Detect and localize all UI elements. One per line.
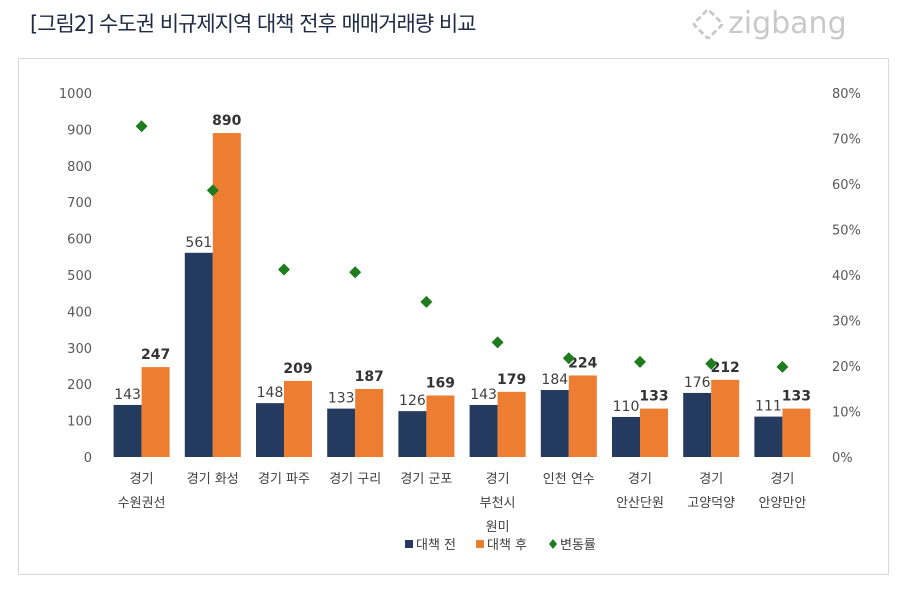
x-category-label: 경기	[486, 472, 510, 487]
bar-after	[212, 133, 241, 458]
y2-tick-label: 80%	[832, 87, 861, 102]
change-rate-marker	[634, 355, 646, 368]
legend-label-before: 대책 전	[416, 538, 456, 553]
bar-before	[754, 416, 783, 457]
x-category-label: 경기	[699, 472, 723, 487]
y-tick-label: 1000	[59, 87, 92, 102]
data-label-after: 133	[782, 389, 811, 405]
x-category-label: 경기 군포	[400, 472, 452, 487]
data-label-before: 143	[114, 387, 141, 403]
data-label-before: 133	[328, 391, 355, 407]
legend-marker-change	[549, 539, 557, 549]
bar-before	[540, 390, 569, 457]
data-label-after: 179	[497, 372, 526, 388]
data-label-before: 111	[755, 399, 782, 415]
x-category-label: 경기	[130, 472, 154, 487]
data-label-before: 561	[185, 235, 212, 251]
x-category-label: 안산단원	[616, 496, 664, 511]
data-label-before: 143	[470, 387, 497, 403]
data-label-after: 169	[426, 375, 455, 391]
data-label-before: 110	[613, 399, 640, 415]
x-category-label: 수원권선	[118, 496, 166, 511]
y-tick-label: 200	[67, 378, 92, 393]
legend-label-change: 변동률	[560, 538, 596, 553]
y-tick-label: 0	[84, 451, 92, 466]
data-label-after: 212	[711, 360, 740, 376]
legend-swatch-after	[476, 540, 484, 548]
data-label-before: 184	[541, 372, 568, 388]
y-tick-label: 700	[67, 196, 92, 211]
data-label-after: 133	[639, 389, 668, 405]
bar-before	[113, 404, 142, 457]
y-tick-label: 400	[67, 305, 92, 320]
y2-tick-label: 70%	[832, 133, 861, 148]
bar-after	[355, 388, 384, 457]
change-rate-marker	[491, 336, 504, 349]
chart-frame	[18, 58, 889, 575]
x-category-label: 경기 구리	[329, 472, 381, 487]
x-category-label: 경기	[770, 472, 794, 487]
bar-after	[711, 379, 740, 457]
change-rate-marker	[135, 120, 148, 133]
y-tick-label: 300	[67, 342, 92, 357]
logo-text: zigbang	[728, 6, 847, 41]
x-category-label: 인천 연수	[543, 472, 595, 487]
change-rate-marker	[776, 360, 789, 373]
y2-tick-label: 60%	[832, 178, 861, 193]
change-rate-marker	[420, 295, 433, 308]
y2-tick-label: 50%	[832, 224, 861, 239]
bar-after	[568, 375, 597, 457]
bar-before	[398, 411, 427, 457]
y2-tick-label: 20%	[832, 360, 861, 375]
y2-tick-label: 0%	[832, 451, 853, 466]
data-label-before: 148	[257, 385, 284, 401]
bar-before	[469, 404, 498, 457]
bar-after	[284, 380, 312, 457]
bar-after	[426, 395, 455, 457]
bar-before	[612, 416, 640, 457]
data-label-after: 224	[568, 355, 597, 371]
change-rate-marker	[349, 266, 362, 279]
y-tick-label: 800	[67, 160, 92, 175]
change-rate-marker	[278, 263, 290, 276]
data-label-after: 247	[141, 347, 170, 363]
bar-after	[141, 367, 170, 457]
y-tick-label: 600	[67, 233, 92, 248]
bar-before	[327, 408, 356, 457]
y-tick-label: 100	[67, 415, 92, 430]
bar-after	[640, 408, 668, 457]
bar-before	[256, 403, 284, 457]
x-category-label: 부천시	[480, 496, 516, 511]
x-category-label: 경기 화성	[187, 472, 239, 487]
legend-swatch-before	[405, 540, 413, 548]
data-label-after: 209	[283, 361, 312, 377]
bar-after	[782, 408, 811, 457]
data-label-after: 187	[355, 369, 384, 385]
data-label-before: 126	[399, 393, 426, 409]
legend-label-after: 대책 후	[487, 538, 527, 553]
x-category-label: 안양만안	[758, 496, 806, 511]
change-rate-marker	[705, 357, 718, 370]
x-category-label: 경기	[628, 472, 652, 487]
chart-title: [그림2] 수도권 비규제지역 대책 전후 매매거래량 비교	[30, 12, 477, 36]
data-label-before: 176	[684, 375, 711, 391]
change-rate-marker	[562, 352, 575, 365]
y2-tick-label: 10%	[832, 406, 861, 421]
bar-before	[683, 392, 712, 457]
y2-tick-label: 30%	[832, 315, 861, 330]
y-tick-label: 500	[67, 269, 92, 284]
bar-before	[184, 252, 213, 457]
bar-after	[497, 391, 526, 457]
x-category-label: 고양덕양	[687, 496, 735, 511]
data-label-after: 890	[212, 113, 241, 129]
y-tick-label: 900	[67, 123, 92, 138]
zigbang-logo: zigbang	[691, 6, 847, 41]
change-rate-marker	[206, 184, 219, 197]
y2-tick-label: 40%	[832, 269, 861, 284]
x-category-label: 원미	[486, 520, 510, 535]
x-category-label: 경기 파주	[258, 472, 310, 487]
